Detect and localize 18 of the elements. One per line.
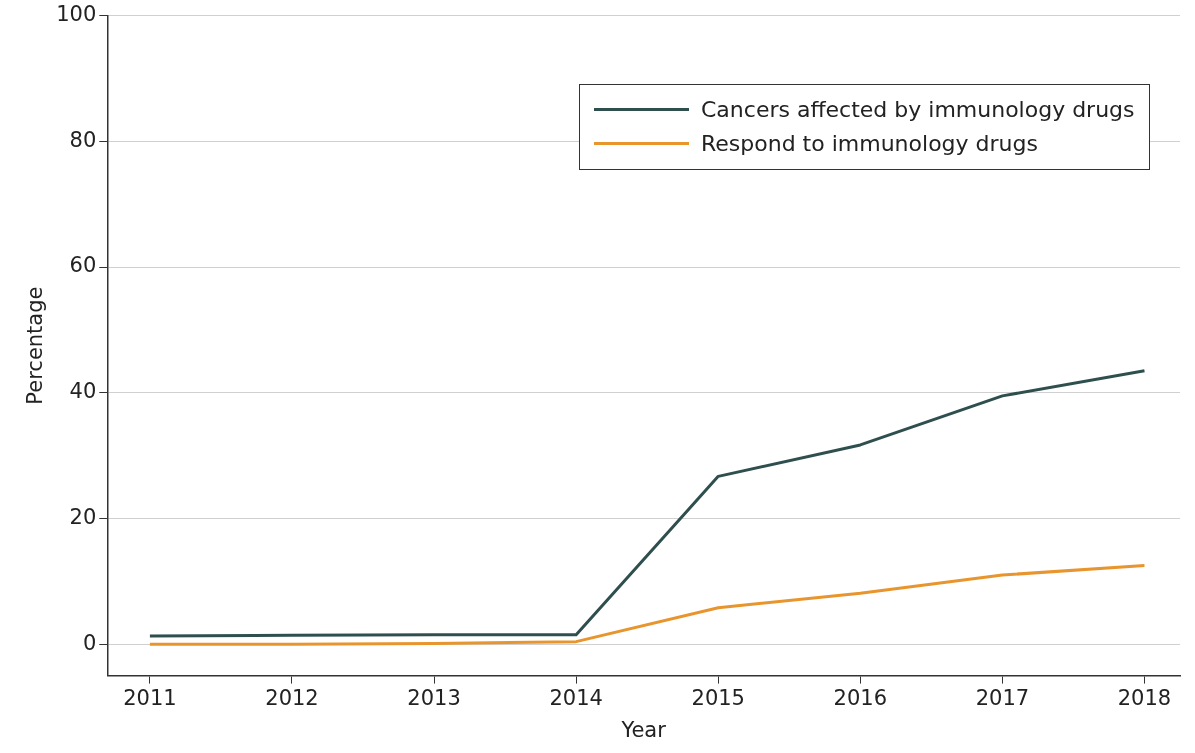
x-tick-label: 2016 bbox=[833, 685, 888, 710]
y-axis-title: Percentage bbox=[23, 286, 48, 405]
x-tick-label: 2017 bbox=[975, 685, 1030, 710]
legend-label: Cancers affected by immunology drugs bbox=[701, 97, 1135, 123]
x-tick-label: 2012 bbox=[265, 685, 319, 710]
x-axis-title: Year bbox=[620, 717, 667, 742]
x-tick-label: 2018 bbox=[1117, 685, 1172, 710]
x-tick-label: 2011 bbox=[123, 685, 177, 710]
y-tick-label: 80 bbox=[69, 127, 97, 152]
y-tick-label: 0 bbox=[82, 630, 97, 655]
x-tick-label: 2013 bbox=[407, 685, 461, 710]
y-tick-label: 40 bbox=[69, 379, 97, 404]
y-tick-label: 100 bbox=[56, 2, 97, 27]
y-tick-label: 20 bbox=[69, 504, 97, 529]
x-tick-label: 2015 bbox=[691, 685, 745, 710]
x-tick-label: 2014 bbox=[549, 685, 603, 710]
legend-label: Respond to immunology drugs bbox=[701, 131, 1038, 157]
y-tick-label: 60 bbox=[69, 253, 97, 278]
